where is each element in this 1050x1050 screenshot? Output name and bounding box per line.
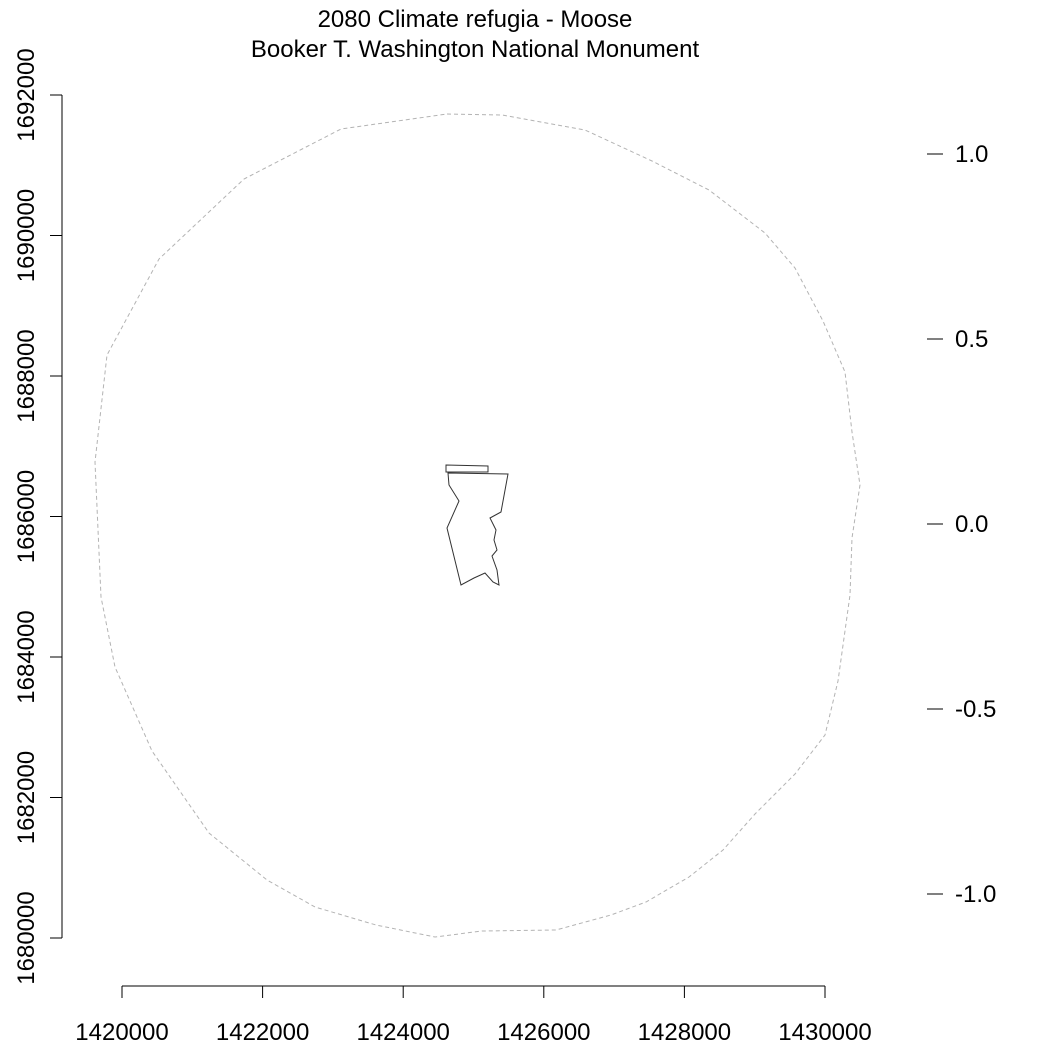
park-boundary-main — [446, 472, 509, 586]
legend-tick-label: -0.5 — [955, 696, 996, 723]
legend-tick-label: 0.5 — [955, 326, 988, 353]
x-tick-label: 1420000 — [75, 1019, 168, 1046]
park-boundary-strip — [445, 464, 489, 473]
plot-subtitle: Booker T. Washington National Monument — [251, 36, 700, 63]
y-tick-label: 1690000 — [13, 189, 40, 282]
legend-tick-label: 1.0 — [955, 141, 988, 168]
legend-tick-label: -1.0 — [955, 881, 996, 908]
y-tick-label: 1682000 — [13, 751, 40, 844]
y-tick-label: 1680000 — [13, 891, 40, 984]
y-axis: 1680000 1682000 1684000 1686000 1688000 16900… — [13, 48, 63, 985]
buffer-circle — [94, 113, 861, 938]
y-tick-label: 1686000 — [13, 470, 40, 563]
x-tick-label: 1428000 — [638, 1019, 731, 1046]
x-tick-label: 1422000 — [216, 1019, 309, 1046]
plot-title: 2080 Climate refugia - Moose — [318, 6, 633, 33]
x-tick-label: 1426000 — [497, 1019, 590, 1046]
x-tick-label: 1430000 — [778, 1019, 871, 1046]
legend-tick-label: 0.0 — [955, 511, 988, 538]
x-axis: 1420000 1422000 1424000 1426000 1428000 14300… — [75, 985, 872, 1046]
y-tick-label: 1692000 — [13, 48, 40, 141]
x-tick-label: 1424000 — [356, 1019, 449, 1046]
park-boundary — [445, 464, 509, 586]
y-tick-label: 1688000 — [13, 329, 40, 422]
y-tick-label: 1684000 — [13, 610, 40, 703]
legend-scale: 1.0 0.5 0.0 -0.5 -1.0 — [927, 141, 996, 908]
